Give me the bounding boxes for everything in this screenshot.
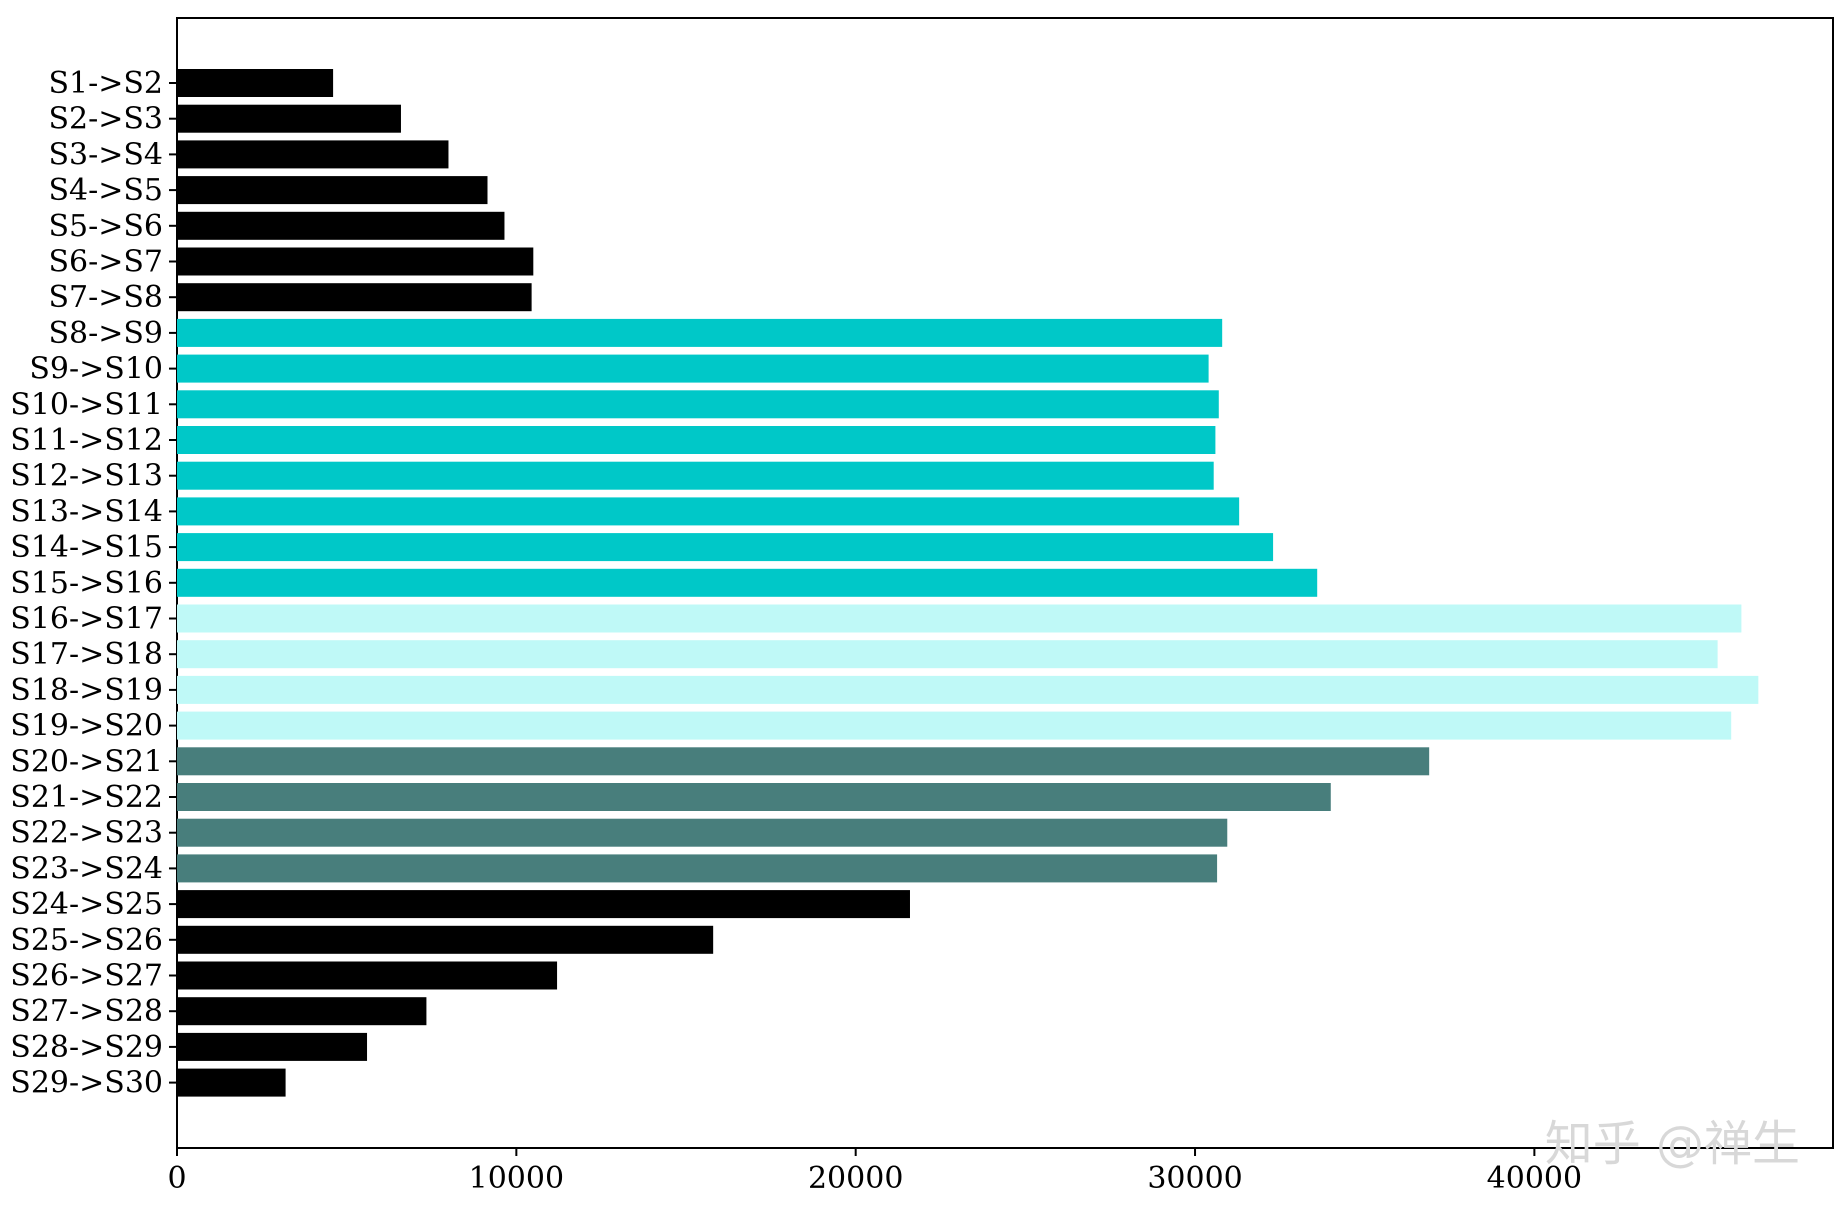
x-axis: 0 10000 20000 30000 40000: [167, 1148, 1582, 1196]
y-tick-label: S12->S13: [10, 459, 163, 494]
bar-s26-to-s27: [177, 961, 558, 990]
bar-s15-to-s16: [177, 568, 1318, 597]
bar-s18-to-s19: [177, 675, 1759, 704]
y-tick-label: S25->S26: [10, 923, 163, 958]
y-tick-label: S11->S12: [10, 423, 163, 458]
bar-s19-to-s20: [177, 711, 1732, 740]
bar-s22-to-s23: [177, 818, 1228, 847]
y-axis: S1->S2S2->S3S3->S4S4->S5S5->S6S6->S7S7->…: [10, 66, 177, 1101]
y-tick-label: S28->S29: [10, 1030, 163, 1065]
y-tick-label: S7->S8: [48, 280, 163, 315]
y-tick-label: S26->S27: [10, 959, 163, 994]
y-tick-label: S15->S16: [10, 566, 163, 601]
y-tick-label: S20->S21: [10, 744, 163, 779]
x-tick-label: 40000: [1487, 1161, 1582, 1196]
bar-s1-to-s2: [177, 69, 334, 97]
y-tick-label: S18->S19: [10, 673, 163, 708]
y-tick-label: S17->S18: [10, 637, 163, 672]
bar-s21-to-s22: [177, 783, 1331, 811]
bar-s10-to-s11: [177, 390, 1219, 419]
bar-s13-to-s14: [177, 497, 1240, 526]
y-tick-label: S10->S11: [10, 387, 163, 422]
y-tick-label: S29->S30: [10, 1066, 163, 1101]
y-tick-label: S19->S20: [10, 709, 163, 744]
bar-s27-to-s28: [177, 997, 427, 1026]
bar-s6-to-s7: [177, 247, 534, 276]
y-tick-label: S22->S23: [10, 816, 163, 851]
y-tick-label: S16->S17: [10, 602, 163, 637]
y-tick-label: S27->S28: [10, 994, 163, 1029]
bar-s16-to-s17: [177, 604, 1742, 633]
bars-group: [177, 69, 1759, 1097]
bar-s17-to-s18: [177, 640, 1718, 669]
bar-s20-to-s21: [177, 747, 1430, 776]
x-tick-label: 0: [167, 1161, 186, 1196]
bar-s12-to-s13: [177, 461, 1214, 490]
bar-s2-to-s3: [177, 104, 401, 133]
x-tick-label: 20000: [808, 1161, 903, 1196]
watermark-text: 知乎 @禅生: [1545, 1116, 1800, 1172]
y-tick-label: S4->S5: [48, 173, 163, 208]
y-tick-label: S2->S3: [48, 102, 163, 137]
y-tick-label: S9->S10: [29, 352, 163, 387]
x-tick-label: 10000: [469, 1161, 564, 1196]
bar-s11-to-s12: [177, 426, 1216, 454]
bar-s3-to-s4: [177, 140, 449, 169]
bar-s24-to-s25: [177, 890, 910, 919]
bar-s14-to-s15: [177, 533, 1274, 562]
y-tick-label: S3->S4: [48, 137, 163, 172]
bar-s28-to-s29: [177, 1032, 368, 1061]
y-tick-label: S24->S25: [10, 887, 163, 922]
bar-s4-to-s5: [177, 176, 488, 205]
y-tick-label: S23->S24: [10, 851, 163, 886]
y-tick-label: S5->S6: [48, 209, 163, 244]
y-tick-label: S13->S14: [10, 494, 163, 529]
y-tick-label: S1->S2: [48, 66, 163, 101]
x-tick-label: 30000: [1147, 1161, 1242, 1196]
bar-s29-to-s30: [177, 1068, 286, 1097]
y-tick-label: S8->S9: [48, 316, 163, 351]
bar-s8-to-s9: [177, 318, 1223, 347]
bar-s25-to-s26: [177, 925, 714, 954]
y-tick-label: S21->S22: [10, 780, 163, 815]
bar-s5-to-s6: [177, 211, 505, 240]
bar-s23-to-s24: [177, 854, 1218, 883]
y-tick-label: S6->S7: [48, 245, 163, 280]
bar-s7-to-s8: [177, 283, 532, 312]
bar-s9-to-s10: [177, 354, 1209, 383]
y-tick-label: S14->S15: [10, 530, 163, 565]
